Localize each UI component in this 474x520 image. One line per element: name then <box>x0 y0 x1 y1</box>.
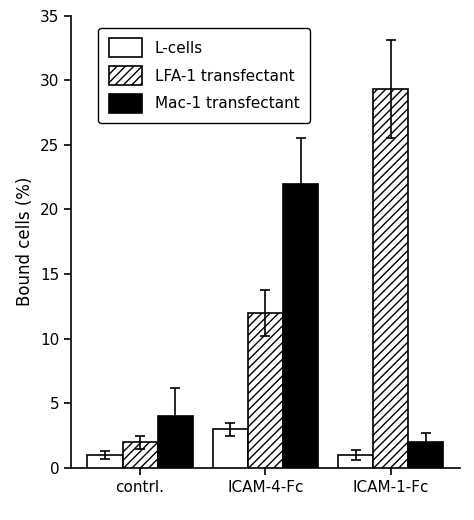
Bar <box>373 89 409 468</box>
Y-axis label: Bound cells (%): Bound cells (%) <box>17 177 34 306</box>
Bar <box>158 417 193 468</box>
Bar <box>122 442 158 468</box>
Bar <box>338 455 373 468</box>
Bar <box>248 313 283 468</box>
Bar <box>213 429 248 468</box>
Bar <box>409 442 444 468</box>
Legend: L-cells, LFA-1 transfectant, Mac-1 transfectant: L-cells, LFA-1 transfectant, Mac-1 trans… <box>98 28 310 123</box>
Bar <box>283 184 318 468</box>
Bar <box>87 455 122 468</box>
